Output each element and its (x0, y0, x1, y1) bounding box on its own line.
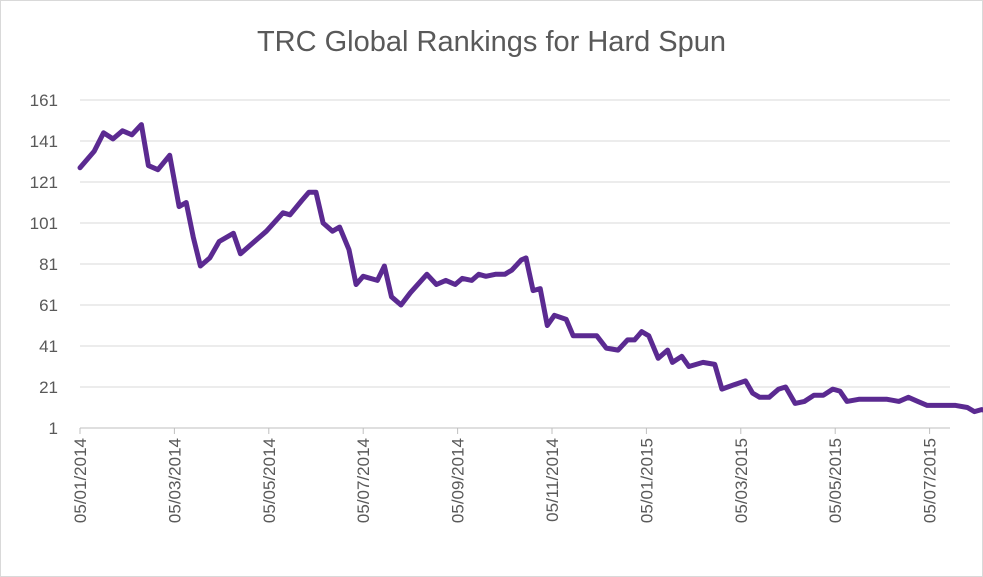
y-tick-label: 81 (39, 255, 58, 274)
x-tick-label: 05/05/2015 (826, 438, 845, 523)
y-tick-label: 41 (39, 337, 58, 356)
x-tick-label: 05/03/2014 (165, 438, 184, 523)
y-tick-label: 21 (39, 378, 58, 397)
x-tick-label: 05/07/2015 (921, 438, 940, 523)
x-axis-ticks: 05/01/2014 05/03/2014 05/05/2014 05/07/2014… (71, 428, 940, 523)
x-tick-label: 05/01/2015 (637, 438, 656, 523)
series-layer (77, 122, 983, 415)
x-tick-label: 05/01/2014 (71, 438, 90, 523)
gridlines (80, 99, 950, 388)
x-tick-label: 05/09/2014 (449, 438, 468, 523)
y-tick-label: 61 (39, 296, 58, 315)
y-tick-label: 121 (30, 173, 58, 192)
y-tick-label: 141 (30, 132, 58, 151)
x-tick-label: 05/05/2014 (260, 438, 279, 523)
y-axis-ticks: 161 141 121 101 81 61 41 21 1 (30, 91, 58, 438)
x-tick-label: 05/07/2014 (354, 438, 373, 523)
x-tick-label: 05/03/2015 (732, 438, 751, 523)
y-tick-label: 101 (30, 214, 58, 233)
y-tick-label: 161 (30, 91, 58, 110)
x-tick-label: 05/11/2014 (543, 438, 562, 522)
y-tick-label: 1 (49, 419, 58, 438)
series-line (77, 122, 983, 415)
chart-title: TRC Global Rankings for Hard Spun (256, 26, 727, 58)
